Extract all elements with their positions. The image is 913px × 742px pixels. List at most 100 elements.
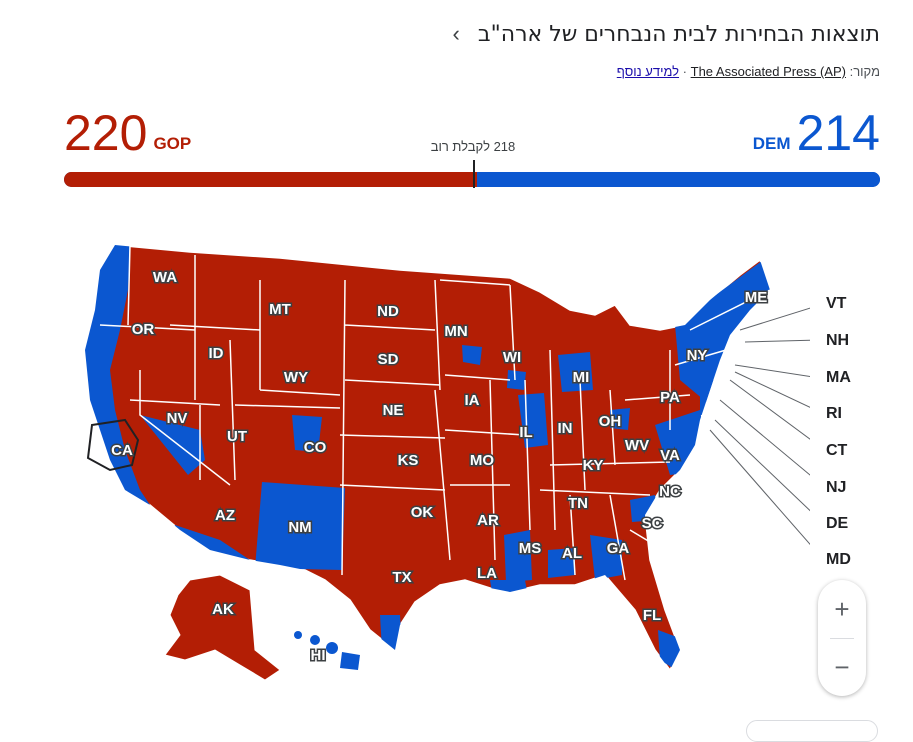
dem-label: DEM: [752, 134, 791, 153]
state-label-mo: MO: [470, 452, 494, 469]
state-label-ms: MS: [519, 540, 542, 557]
fl-dem: [658, 630, 685, 670]
majority-label: 218 לקבלת רוב: [430, 139, 516, 154]
state-label-az: AZ: [215, 507, 235, 524]
source-line: מקור: The Associated Press (AP) · למידע …: [617, 64, 880, 79]
state-label-wv: WV: [625, 437, 649, 454]
state-label-mn: MN: [444, 323, 467, 340]
learn-more-link[interactable]: למידע נוסף: [616, 64, 680, 79]
bottom-card-edge: [746, 720, 878, 742]
state-label-co: CO: [304, 439, 327, 456]
ca-selection-outline: [86, 418, 140, 472]
lower-48-states: [84, 244, 771, 672]
state-label-nv: NV: [167, 410, 188, 427]
state-label-nc: NC: [659, 483, 681, 500]
state-label-tn: TN: [568, 495, 588, 512]
seat-bar: [64, 172, 880, 187]
state-label-ga: GA: [607, 540, 630, 557]
small-state-label-de[interactable]: DE: [826, 515, 849, 532]
zoom-in-button[interactable]: +: [834, 594, 850, 624]
nv-dem: [140, 415, 205, 475]
state-borders: [99, 244, 771, 581]
oh-dem: [610, 408, 630, 430]
zoom-control: + −: [818, 580, 866, 696]
us-house-map[interactable]: WA OR CA NV ID MT WY UT AZ CO NM ND SD NE KS OK TX MN IA MO…: [70, 230, 810, 700]
zoom-divider: [830, 638, 854, 639]
state-label-la: LA: [477, 565, 497, 582]
state-label-or: OR: [132, 321, 155, 338]
state-label-ut: UT: [227, 428, 247, 445]
chevron-left-icon[interactable]: ›: [452, 21, 460, 46]
ms-dem: [504, 530, 532, 582]
state-label-sc: SC: [642, 515, 663, 532]
mi-dem: [558, 352, 593, 392]
state-label-me: ME: [745, 289, 768, 306]
state-labels: WA OR CA NV ID MT WY UT AZ CO NM ND SD NE KS OK TX MN IA MO…: [110, 268, 769, 666]
small-state-label-vt[interactable]: VT: [826, 295, 847, 312]
la-dem: [490, 580, 530, 610]
state-label-tx: TX: [392, 569, 411, 586]
state-label-wa: WA: [153, 269, 177, 286]
zoom-out-button[interactable]: −: [834, 652, 850, 682]
state-label-hi: HI: [311, 647, 326, 664]
state-label-wi: WI: [503, 349, 521, 366]
gop-tally: 220 GOP: [64, 108, 191, 158]
gop-label: GOP: [153, 134, 192, 153]
state-label-sd: SD: [378, 351, 399, 368]
small-state-label-md[interactable]: MD: [826, 551, 851, 568]
co-dem: [292, 415, 322, 452]
az-dem: [170, 525, 250, 560]
nj-dem: [700, 380, 720, 415]
state-label-wy: WY: [284, 369, 308, 386]
tx-dem: [380, 615, 402, 650]
hawaii: [294, 631, 360, 670]
ny-ne-dem: [675, 255, 770, 405]
dem-seat-count: 214: [796, 105, 880, 161]
gop-seat-count: 220: [64, 105, 148, 161]
state-label-in: IN: [558, 420, 573, 437]
state-label-il: IL: [519, 424, 532, 441]
state-label-oh: OH: [599, 413, 622, 430]
state-label-va: VA: [660, 447, 680, 464]
small-state-label-ct[interactable]: CT: [826, 442, 848, 459]
state-label-ks: KS: [398, 452, 419, 469]
dem-tally: DEM 214: [753, 108, 880, 158]
state-label-ok: OK: [411, 504, 434, 521]
ca-outline: [86, 418, 140, 472]
state-label-ny: NY: [687, 347, 708, 364]
ga-dem: [590, 535, 622, 580]
source-separator: ·: [682, 64, 687, 79]
state-label-pa: PA: [660, 389, 680, 406]
nm-dem: [255, 482, 345, 570]
small-state-label-nj[interactable]: NJ: [826, 479, 847, 496]
small-state-label-ri[interactable]: RI: [826, 405, 842, 422]
alaska-shape: [164, 574, 281, 681]
al-dem: [548, 548, 575, 578]
dem-bar-segment: [478, 172, 880, 187]
callout-lines: [709, 307, 810, 546]
state-label-ak: AK: [212, 601, 234, 618]
alaska: [164, 574, 281, 681]
state-label-mi: MI: [573, 369, 590, 386]
page-title: תוצאות הבחירות לבית הנבחרים של ארה"ב: [477, 21, 880, 47]
state-label-ca: CA: [111, 442, 133, 459]
source-label: מקור:: [849, 64, 880, 79]
small-state-label-ma[interactable]: MA: [826, 369, 851, 386]
mn-dem: [462, 345, 482, 365]
small-state-label-nh[interactable]: NH: [826, 332, 850, 349]
state-label-al: AL: [562, 545, 582, 562]
state-label-ia: IA: [465, 392, 480, 409]
wi-dem: [507, 370, 526, 390]
results-header: תוצאות הבחירות לבית הנבחרים של ארה"ב ›: [40, 14, 880, 54]
state-label-ar: AR: [477, 512, 499, 529]
state-label-mt: MT: [269, 301, 291, 318]
state-label-fl: FL: [643, 607, 661, 624]
state-label-ky: KY: [583, 457, 604, 474]
gop-bar-segment: [64, 172, 477, 187]
source-link[interactable]: The Associated Press (AP): [690, 64, 846, 79]
state-label-nd: ND: [377, 303, 399, 320]
state-label-id: ID: [209, 345, 224, 362]
majority-marker: [473, 160, 476, 188]
state-label-nm: NM: [288, 519, 311, 536]
state-label-ne: NE: [383, 402, 404, 419]
